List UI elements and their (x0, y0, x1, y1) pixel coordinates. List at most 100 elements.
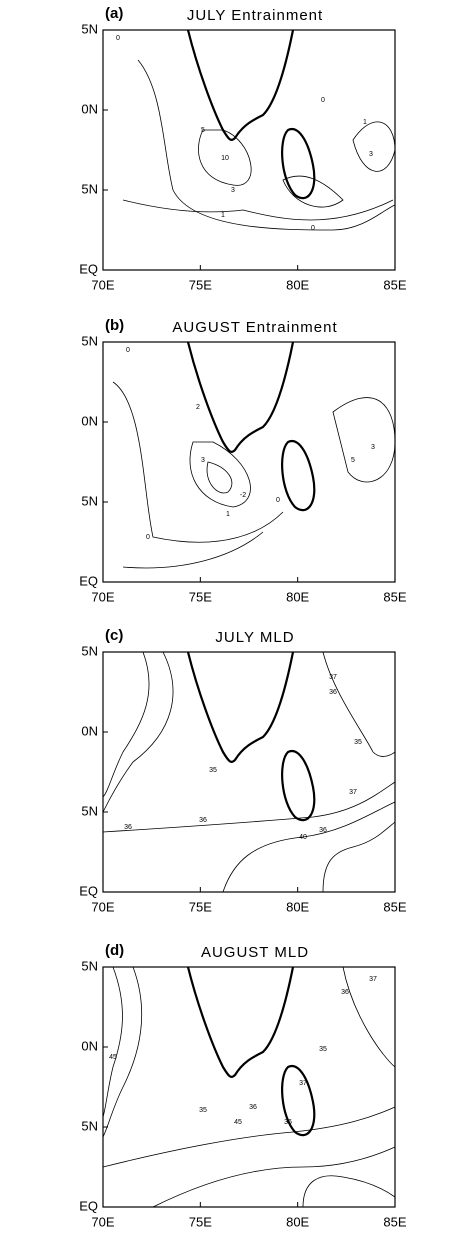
contour-label: 36 (341, 989, 349, 996)
contour-label: 3 (371, 444, 375, 451)
contour-label: 3 (201, 457, 205, 464)
contour-line (322, 821, 396, 893)
panel-label: (c) (105, 627, 123, 644)
contour-label: 37 (299, 1080, 307, 1087)
contour-line (102, 966, 123, 1118)
contour-label: 0 (276, 497, 280, 504)
contours (122, 29, 396, 231)
x-tick-label: 75E (189, 1214, 212, 1229)
contour-line (112, 381, 284, 543)
contour-line (322, 651, 396, 757)
contour-line (189, 441, 251, 508)
contour-label: 36 (249, 1104, 257, 1111)
panel-title: JULY MLD (215, 629, 294, 646)
coastline (186, 29, 295, 141)
contour-line (122, 199, 394, 221)
y-tick-label: 5N (81, 181, 98, 196)
x-tick-label: 70E (91, 899, 114, 914)
x-tick-label: 75E (189, 899, 212, 914)
y-tick-label: 5N (81, 21, 98, 36)
contour-label: 36 (124, 824, 132, 831)
y-tick-label: EQ (79, 261, 98, 276)
x-tick-label: 85E (383, 899, 406, 914)
contour-label: 35 (354, 739, 362, 746)
contour-label: 35 (319, 1046, 327, 1053)
panel-label: (b) (105, 317, 124, 334)
contour-label: 37 (329, 674, 337, 681)
panel-title: JULY Entrainment (187, 7, 323, 24)
contour-label: 35 (199, 1107, 207, 1114)
contour-label: 2 (196, 404, 200, 411)
x-tick-label: 75E (189, 589, 212, 604)
contour-line (122, 531, 264, 569)
panel-label: (d) (105, 942, 124, 959)
contour-label: 5 (351, 457, 355, 464)
contour-label: 1 (226, 511, 230, 518)
x-tick-label: 85E (383, 1214, 406, 1229)
sri-lanka (281, 749, 316, 822)
contour-label: 5 (201, 127, 205, 134)
coastline (186, 341, 295, 453)
contour-line (332, 397, 396, 483)
sri-lanka (281, 127, 316, 200)
contour-label: 10 (221, 155, 229, 162)
y-tick-label: 0N (81, 1038, 98, 1053)
contour-label: 45 (109, 1054, 117, 1061)
contour-label: 0 (116, 35, 120, 42)
coastline (186, 966, 295, 1078)
contour-label: 35 (209, 767, 217, 774)
contour-line (198, 129, 252, 186)
x-tick-label: 70E (91, 277, 114, 292)
panel-title: AUGUST Entrainment (172, 319, 337, 336)
contour-line (137, 59, 396, 231)
y-tick-label: EQ (79, 573, 98, 588)
contours (102, 966, 396, 1208)
x-tick-label: 80E (286, 899, 309, 914)
contour-line (102, 651, 174, 813)
x-tick-label: 70E (91, 589, 114, 604)
contour-label: 1 (221, 212, 225, 219)
contours (102, 651, 396, 893)
contour-label: 36 (284, 1119, 292, 1126)
y-tick-label: 5N (81, 803, 98, 818)
x-tick-label: 70E (91, 1214, 114, 1229)
contour-label: -2 (240, 492, 246, 499)
x-tick-label: 85E (383, 277, 406, 292)
contour-label: 36 (319, 827, 327, 834)
y-tick-label: 5N (81, 643, 98, 658)
contour-label: 0 (146, 534, 150, 541)
x-tick-label: 80E (286, 277, 309, 292)
contour-line (102, 781, 396, 833)
contour-label: 3 (231, 187, 235, 194)
contours (112, 341, 396, 569)
contour-line (352, 121, 396, 172)
contour-label: 36 (329, 689, 337, 696)
contour-label: 0 (321, 97, 325, 104)
x-tick-label: 85E (383, 589, 406, 604)
panel-title: AUGUST MLD (201, 944, 309, 961)
sri-lanka (281, 439, 316, 512)
sri-lanka (281, 1064, 316, 1137)
contour-line (222, 801, 396, 893)
y-tick-label: 5N (81, 958, 98, 973)
contour-label: 37 (369, 976, 377, 983)
panel-frame (102, 29, 396, 271)
contour-label: 45 (234, 1119, 242, 1126)
contour-line (102, 1106, 396, 1168)
panel-frame (102, 966, 396, 1208)
panel-label: (a) (105, 5, 123, 22)
y-tick-label: EQ (79, 1198, 98, 1213)
contour-line (206, 461, 233, 494)
contour-line (282, 175, 344, 208)
x-tick-label: 80E (286, 1214, 309, 1229)
contour-label: 0 (126, 347, 130, 354)
y-tick-label: 0N (81, 413, 98, 428)
y-tick-label: EQ (79, 883, 98, 898)
coastline (186, 651, 295, 763)
contour-line (342, 966, 396, 1068)
x-tick-label: 80E (286, 589, 309, 604)
y-tick-label: 5N (81, 493, 98, 508)
contour-line (102, 966, 143, 1138)
contour-label: 3 (369, 151, 373, 158)
